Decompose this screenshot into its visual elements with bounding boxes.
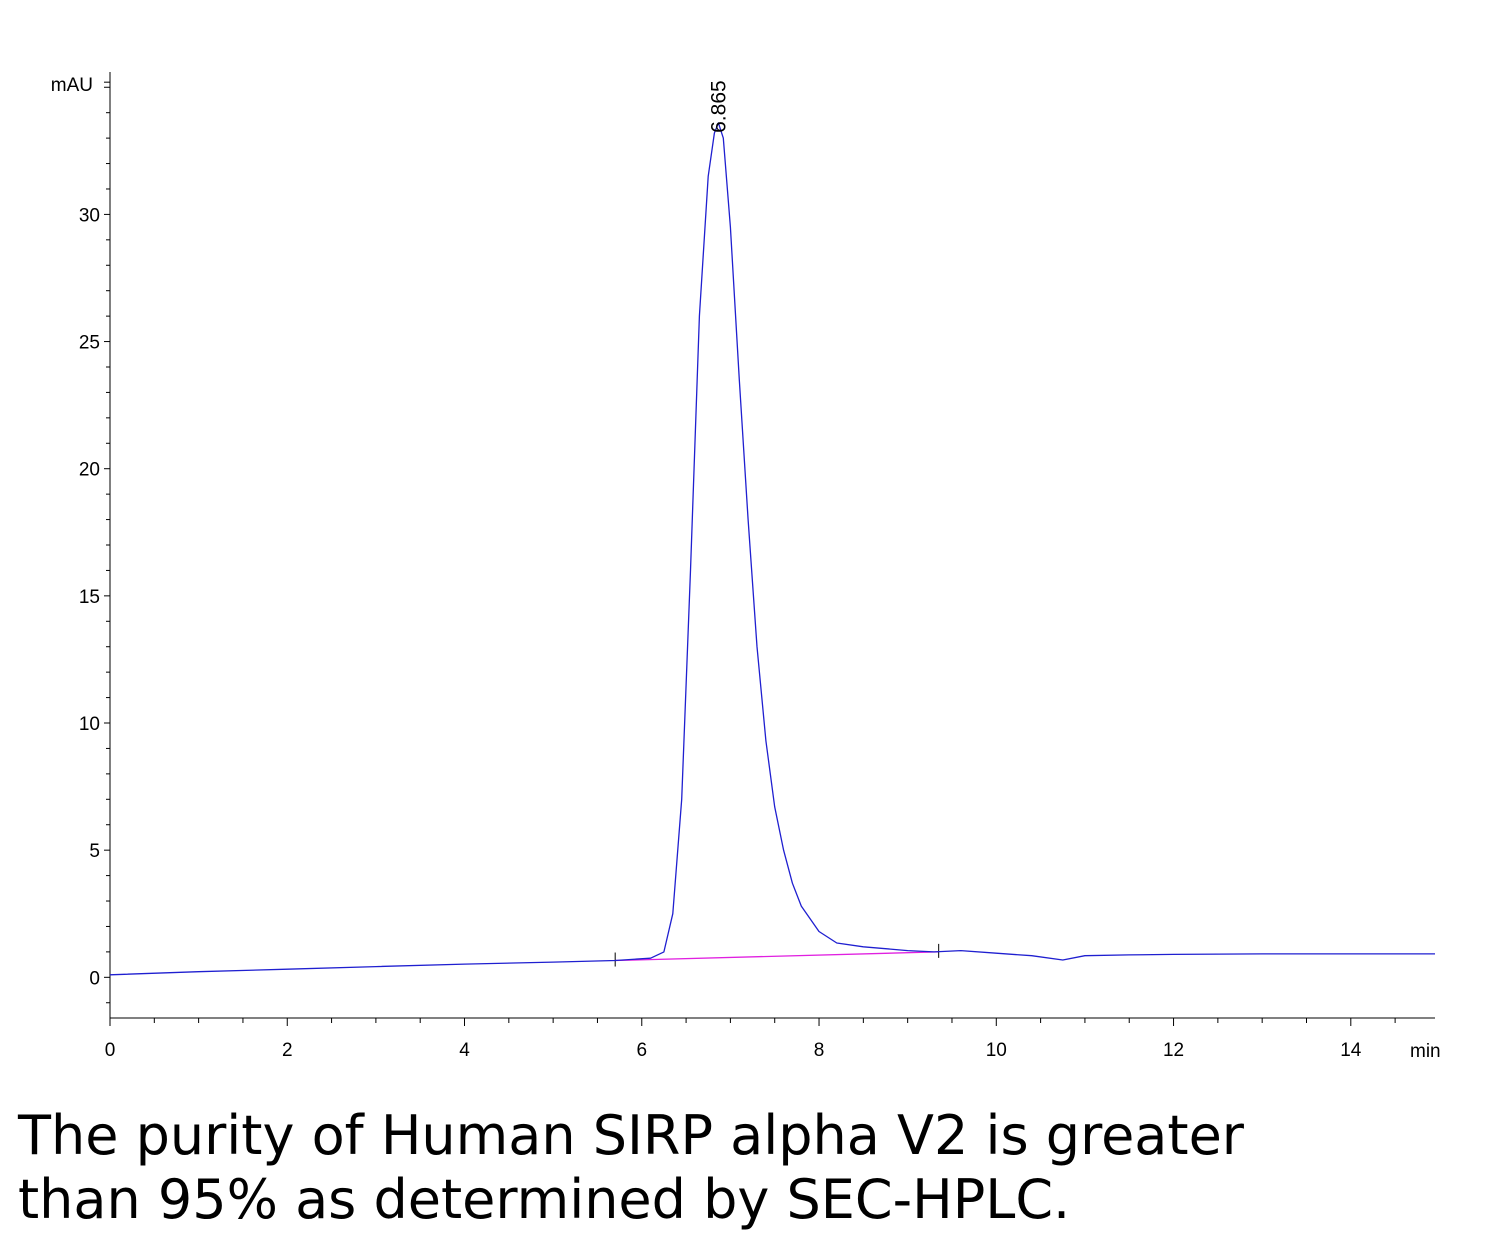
y-tick-label: 15 — [79, 587, 100, 608]
x-tick-label: 8 — [814, 1040, 825, 1061]
x-tick-label: 10 — [986, 1040, 1007, 1061]
caption-line-1: The purity of Human SIRP alpha V2 is gre… — [18, 1104, 1244, 1167]
trace-group — [109, 122, 1435, 976]
y-tick-label: 25 — [79, 333, 100, 354]
integration-baseline — [615, 951, 939, 962]
axes: 0 5 10 15 20 25 30 0 2 4 6 8 10 12 14 — [79, 72, 1435, 1061]
y-tick-label: 30 — [79, 205, 100, 226]
y-tick-label: 0 — [89, 968, 100, 989]
x-axis-label: min — [1410, 1041, 1441, 1062]
y-tick-label: 10 — [79, 714, 100, 735]
y-axis-label: mAU — [51, 75, 93, 96]
x-tick-label: 0 — [105, 1040, 116, 1061]
integration-baseline-group — [614, 943, 940, 967]
x-tick-label: 12 — [1163, 1040, 1184, 1061]
caption: The purity of Human SIRP alpha V2 is gre… — [18, 1104, 1478, 1232]
chromatogram-chart: 0 5 10 15 20 25 30 0 2 4 6 8 10 12 14 mAU min 6.865 — [51, 72, 1441, 1062]
peak-label: 6.865 — [707, 80, 730, 133]
chromatogram-trace — [109, 122, 1435, 976]
y-tick-label: 20 — [79, 460, 100, 481]
x-tick-label: 14 — [1340, 1040, 1362, 1061]
x-tick-label: 2 — [282, 1040, 293, 1061]
x-tick-label: 6 — [636, 1040, 647, 1061]
y-tick-label: 5 — [89, 841, 100, 862]
x-tick-label: 4 — [459, 1040, 470, 1061]
caption-line-2: than 95% as determined by SEC-HPLC. — [18, 1168, 1071, 1231]
